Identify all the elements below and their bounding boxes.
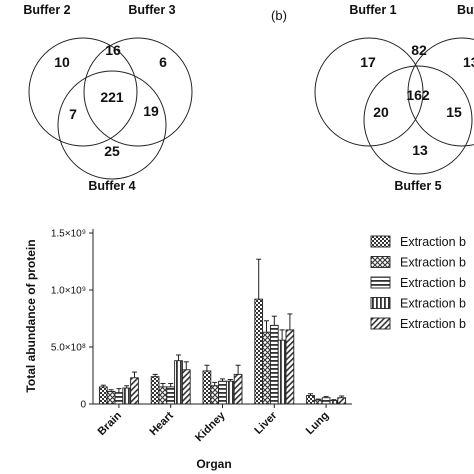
venn-a-set-label-3: Buffer 4	[88, 179, 135, 193]
venn-b-set-label-3: Buffer 5	[394, 179, 441, 193]
y-tick-label: 0	[80, 400, 86, 411]
bar	[158, 386, 168, 405]
bar	[150, 376, 160, 405]
venn-b-only-other: 13	[463, 54, 474, 70]
bar	[122, 387, 132, 405]
venn-a: Buffer 2 Buffer 3 Buffer 4 10 16 6 221 7…	[23, 3, 193, 193]
bar	[254, 298, 264, 405]
venn-a-all: 221	[100, 89, 124, 105]
legend-swatch	[370, 317, 391, 330]
legend-label: Extraction b	[400, 297, 466, 311]
bar	[130, 377, 139, 405]
x-axis-title: Organ	[196, 457, 231, 471]
x-tick-label: Brain	[96, 409, 125, 438]
bar	[225, 380, 235, 405]
venn-b-only-5: 13	[412, 142, 428, 158]
legend: Extraction b Extraction b Extraction b Extr…	[370, 235, 466, 331]
x-axis: Brain Heart Kidney Liver Lung	[93, 403, 352, 444]
bar	[277, 339, 287, 405]
y-axis: 0 5.0×10⁸ 1.0×10⁹ 1.5×10⁹	[51, 229, 94, 411]
venn-a-circle-2	[83, 37, 193, 147]
x-tick-label: Lung	[304, 410, 331, 437]
y-tick-label: 1.0×10⁹	[51, 286, 86, 297]
y-tick-label: 5.0×10⁸	[51, 343, 86, 354]
legend-label: Extraction b	[400, 276, 466, 290]
venn-a-set-label-2: Buffer 3	[128, 3, 175, 17]
bar	[269, 324, 279, 405]
venn-b-all: 162	[406, 87, 430, 103]
bar	[321, 397, 331, 405]
venn-a-3-4: 19	[143, 103, 159, 119]
bar	[181, 369, 191, 405]
venn-a-only-4: 25	[104, 143, 120, 159]
legend-label: Extraction b	[400, 256, 466, 270]
bar	[313, 399, 323, 405]
venn-b-set-label-2: Buffer	[457, 3, 474, 17]
legend-label: Extraction b	[400, 317, 466, 331]
bar	[210, 385, 220, 405]
bar	[114, 392, 124, 405]
bar-chart: Total abundance of protein Organ 0 5.0×10…	[24, 229, 466, 472]
bar	[329, 400, 339, 405]
venn-b-panel-label: (b)	[271, 8, 287, 23]
bar	[262, 331, 271, 405]
venn-b-1-other: 82	[411, 42, 427, 58]
bar	[337, 397, 347, 405]
legend-label: Extraction b	[400, 235, 466, 249]
venn-b-circle-2	[407, 37, 474, 147]
bars	[98, 258, 347, 405]
bar	[98, 386, 108, 405]
venn-a-only-2: 10	[54, 54, 70, 70]
venn-b-only-1: 17	[360, 54, 376, 70]
x-tick-label: Liver	[252, 409, 280, 437]
bar	[106, 391, 116, 405]
venn-b-circle-3	[363, 65, 473, 175]
bar	[202, 370, 212, 405]
venn-a-2-4: 7	[69, 106, 77, 122]
y-tick-label: 1.5×10⁹	[51, 229, 86, 240]
venn-a-only-3: 6	[159, 54, 167, 70]
bar	[306, 395, 315, 405]
y-axis-title: Total abundance of protein	[24, 239, 38, 392]
venn-b-set-label-1: Buffer 1	[349, 3, 396, 17]
bar	[285, 329, 295, 405]
bar	[174, 360, 183, 405]
legend-swatch	[370, 256, 391, 268]
venn-b: Buffer 1 Buffer Buffer 5 17 82 13 162 20…	[314, 3, 474, 193]
venn-b-circle-1	[314, 37, 424, 147]
venn-a-circle-1	[28, 37, 138, 147]
x-tick-label: Heart	[147, 409, 176, 438]
legend-swatch	[370, 276, 391, 289]
bar	[233, 373, 243, 405]
legend-swatch	[370, 235, 391, 248]
venn-a-2-3: 16	[105, 42, 121, 58]
venn-b-1-5: 20	[373, 104, 389, 120]
bar	[166, 386, 176, 405]
venn-a-set-label-1: Buffer 2	[23, 3, 70, 17]
venn-a-circle-3	[57, 70, 167, 180]
legend-swatch	[370, 297, 391, 309]
bar	[218, 380, 227, 405]
venn-b-other-5: 15	[446, 104, 462, 120]
x-tick-label: Kidney	[193, 409, 228, 444]
